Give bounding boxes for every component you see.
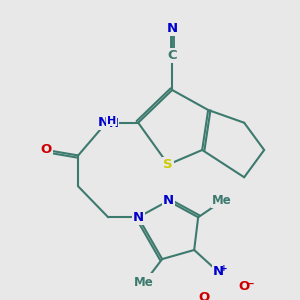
- Text: −: −: [246, 279, 255, 289]
- Text: O: O: [238, 280, 250, 293]
- Text: Me: Me: [212, 194, 232, 207]
- Text: O: O: [40, 143, 52, 157]
- Text: Me: Me: [134, 276, 154, 289]
- Text: H: H: [107, 116, 116, 126]
- Text: H: H: [109, 117, 118, 130]
- Text: N: N: [213, 265, 224, 278]
- Text: N: N: [163, 194, 174, 207]
- Text: N: N: [98, 116, 109, 129]
- Text: C: C: [167, 49, 177, 62]
- Text: N: N: [100, 116, 112, 129]
- Text: O: O: [199, 291, 210, 300]
- Text: N: N: [167, 22, 178, 35]
- Text: +: +: [220, 264, 227, 273]
- Text: N: N: [133, 211, 144, 224]
- Text: S: S: [164, 158, 173, 171]
